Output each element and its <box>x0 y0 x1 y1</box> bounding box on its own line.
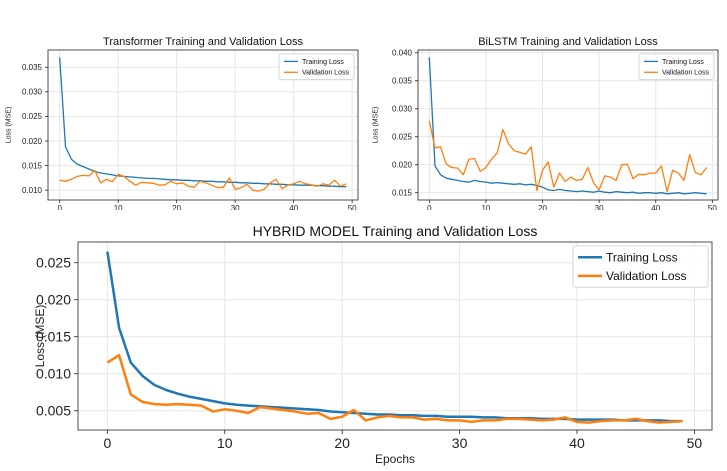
legend-label: Validation Loss <box>302 70 349 77</box>
x-tick-label: 0 <box>427 204 432 210</box>
y-tick-label: 0.040 <box>392 49 413 58</box>
y-tick-label: 0.015 <box>22 161 43 170</box>
x-tick-label: 50 <box>708 204 717 210</box>
x-tick-label: 10 <box>217 435 233 451</box>
y-tick-label: 0.015 <box>36 329 71 345</box>
x-tick-label: 20 <box>334 435 350 451</box>
y-axis-label: Loss (MSE) <box>373 107 380 144</box>
transformer-loss-chart: Transformer Training and Validation Loss… <box>0 30 366 223</box>
legend: Training Loss Validation Loss <box>572 245 709 288</box>
x-tick-label: 30 <box>452 435 468 451</box>
legend-label: Validation Loss <box>606 269 687 283</box>
legend-label: Training Loss <box>662 59 704 66</box>
y-tick-label: 0.020 <box>22 137 43 146</box>
legend-label: Training Loss <box>606 251 678 265</box>
bilstm-loss-plot: BiLSTM Training and Validation Loss 0 10 20… <box>373 36 719 223</box>
plot-frame <box>417 49 719 201</box>
chart-title: Transformer Training and Validation Loss <box>103 36 303 48</box>
y-tick-label: 0.010 <box>22 186 43 195</box>
y-tick-label: 0.020 <box>36 292 71 308</box>
y-tick-label: 0.010 <box>36 366 71 382</box>
training-loss-line <box>106 251 683 423</box>
x-axis-label: Epochs <box>375 452 415 466</box>
hybrid-model-loss-chart: HYBRID MODEL Training and Validation Los… <box>0 222 727 466</box>
y-tick-label: 0.025 <box>392 133 413 142</box>
y-tick-label: 0.035 <box>22 63 43 72</box>
x-tick-label: 50 <box>687 435 703 451</box>
y-axis-label: Loss (MSE) <box>6 107 13 144</box>
legend-box <box>278 53 355 81</box>
plot-frame <box>77 241 713 431</box>
x-tick-label: 50 <box>348 204 357 210</box>
x-tick-label: 30 <box>595 204 604 210</box>
bilstm-loss-chart: BiLSTM Training and Validation Loss 0 10 20… <box>366 30 727 223</box>
plot-frame <box>47 49 359 201</box>
y-tick-label: 0.025 <box>36 255 71 271</box>
grid-lines <box>78 242 712 430</box>
chart-title: HYBRID MODEL Training and Validation Los… <box>253 223 538 239</box>
legend: Training Loss Validation Loss <box>278 53 355 81</box>
legend: Training Loss Validation Loss <box>638 53 715 81</box>
x-tick-label: 20 <box>538 204 547 210</box>
validation-loss-line <box>106 353 683 424</box>
y-tick-label: 0.015 <box>392 189 413 198</box>
training-loss-line <box>428 57 707 195</box>
validation-loss-line <box>428 120 708 193</box>
y-tick-label: 0.030 <box>392 105 413 114</box>
chart-title: BiLSTM Training and Validation Loss <box>478 36 658 48</box>
y-tick-label: 0.025 <box>22 112 43 121</box>
x-tick-label: 10 <box>114 204 123 210</box>
legend-label: Training Loss <box>302 59 344 66</box>
x-tick-label: 20 <box>172 204 181 210</box>
x-tick-label: 40 <box>289 204 298 210</box>
y-tick-label: 0.035 <box>392 77 413 86</box>
legend-box <box>572 245 709 288</box>
y-tick-label: 0.005 <box>36 403 71 419</box>
transformer-loss-plot: Transformer Training and Validation Loss… <box>6 36 359 223</box>
x-tick-label: 30 <box>231 204 240 210</box>
y-tick-label: 0.020 <box>392 161 413 170</box>
y-axis-label: Loss (MSE) <box>33 305 47 368</box>
x-tick-label: 0 <box>103 435 111 451</box>
x-tick-label: 10 <box>481 204 490 210</box>
y-tick-label: 0.030 <box>22 88 43 97</box>
hybrid-model-loss-plot: HYBRID MODEL Training and Validation Los… <box>33 223 713 466</box>
x-tick-label: 40 <box>569 435 585 451</box>
x-tick-label: 40 <box>651 204 660 210</box>
training-loss-line <box>59 57 347 188</box>
x-tick-label: 0 <box>57 204 62 210</box>
legend-label: Validation Loss <box>662 70 709 77</box>
legend-box <box>638 53 715 81</box>
validation-loss-line <box>59 169 347 192</box>
